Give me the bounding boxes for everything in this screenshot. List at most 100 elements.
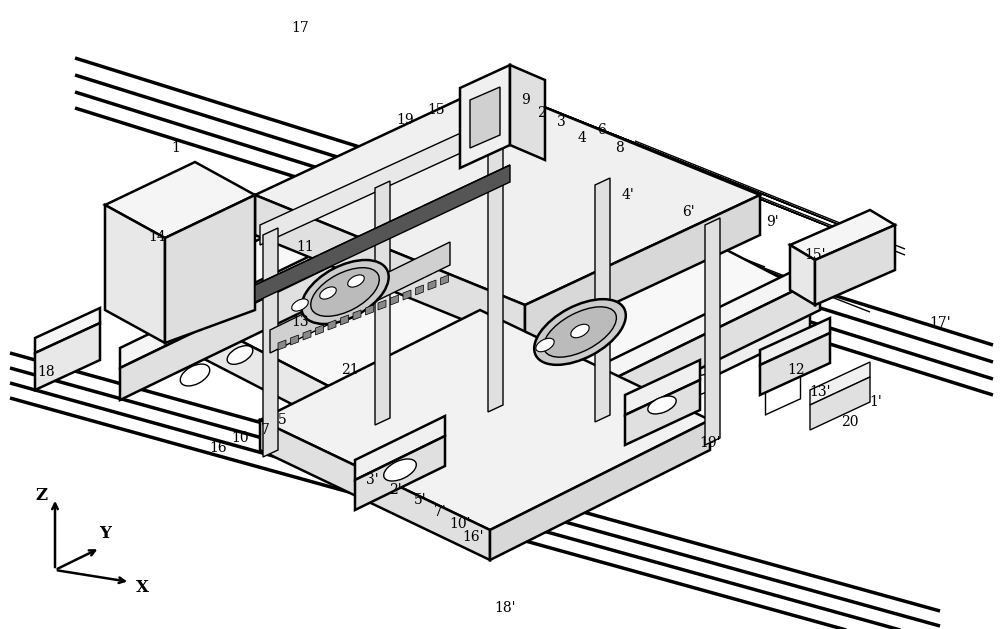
Text: 13': 13' [809,385,831,399]
Text: 9: 9 [521,93,529,107]
Polygon shape [625,360,700,415]
Text: 16: 16 [209,441,227,455]
Polygon shape [105,162,255,238]
Polygon shape [403,290,411,300]
Polygon shape [428,280,436,290]
Text: 2: 2 [537,106,545,120]
Polygon shape [560,278,820,437]
Text: 6': 6' [682,205,694,219]
Polygon shape [440,275,448,285]
Text: X: X [136,579,148,596]
Ellipse shape [320,287,336,299]
Ellipse shape [311,268,379,316]
Polygon shape [303,330,311,340]
Ellipse shape [571,324,589,338]
Ellipse shape [544,307,616,357]
Text: 21: 21 [341,363,359,377]
Text: 10': 10' [449,517,471,531]
Polygon shape [375,181,390,425]
Polygon shape [460,65,510,168]
Text: 18': 18' [494,601,516,615]
Polygon shape [790,245,815,305]
Polygon shape [705,218,720,445]
Polygon shape [105,205,165,343]
Text: 10: 10 [231,431,249,445]
Polygon shape [760,318,830,365]
Polygon shape [470,87,500,148]
Text: 2': 2' [389,483,401,497]
Polygon shape [278,340,286,350]
Ellipse shape [536,338,554,352]
Polygon shape [378,300,386,310]
Polygon shape [35,323,100,390]
Text: 17': 17' [929,316,951,330]
Text: 19: 19 [396,113,414,127]
Polygon shape [270,242,450,353]
Text: 7: 7 [261,423,269,437]
Ellipse shape [180,364,210,386]
Polygon shape [810,377,870,430]
Text: 15: 15 [427,103,445,117]
Polygon shape [316,325,324,335]
Polygon shape [488,148,503,412]
Ellipse shape [384,459,416,481]
Text: 4': 4' [622,188,634,202]
Ellipse shape [648,396,676,414]
Text: 17: 17 [291,21,309,35]
Text: 13: 13 [291,315,309,329]
Text: 19': 19' [699,436,721,450]
Text: 14: 14 [148,230,166,244]
Text: 1': 1' [870,395,882,409]
Text: 20: 20 [841,415,859,429]
Polygon shape [255,165,510,302]
Text: 7': 7' [434,505,446,519]
Polygon shape [260,115,500,245]
Polygon shape [355,436,445,510]
Ellipse shape [348,275,364,287]
Ellipse shape [227,346,253,364]
Text: 6: 6 [598,123,606,137]
Polygon shape [255,195,525,345]
Text: 15': 15' [804,248,826,262]
Polygon shape [35,308,100,353]
Polygon shape [120,218,430,400]
Text: 3: 3 [557,115,565,129]
Polygon shape [148,293,468,495]
Text: 8: 8 [616,141,624,155]
Polygon shape [625,380,700,445]
Text: 12: 12 [787,363,805,377]
Polygon shape [353,310,361,320]
Polygon shape [595,178,610,422]
Polygon shape [328,320,336,330]
Text: 11: 11 [296,240,314,254]
Polygon shape [255,85,760,305]
Polygon shape [260,310,710,530]
Polygon shape [120,198,430,368]
Polygon shape [416,285,424,295]
Ellipse shape [301,260,389,324]
Polygon shape [355,416,445,480]
Text: Y: Y [99,525,111,542]
Polygon shape [510,65,545,160]
Polygon shape [468,293,810,495]
Polygon shape [525,195,760,345]
Polygon shape [260,420,490,560]
Ellipse shape [292,299,308,311]
Text: 3': 3' [366,473,378,487]
Ellipse shape [683,374,717,396]
Polygon shape [148,128,810,458]
Text: 18: 18 [37,365,55,379]
Text: 5': 5' [414,493,426,507]
Polygon shape [290,335,298,345]
Polygon shape [165,195,255,343]
Polygon shape [810,362,870,405]
Polygon shape [490,420,710,560]
Polygon shape [390,295,398,305]
Text: 1: 1 [172,141,180,155]
Text: 9': 9' [766,215,778,229]
Text: 5: 5 [278,413,286,427]
Text: 4: 4 [578,131,586,145]
Text: 16': 16' [462,530,484,544]
Polygon shape [815,225,895,305]
Polygon shape [760,333,830,395]
